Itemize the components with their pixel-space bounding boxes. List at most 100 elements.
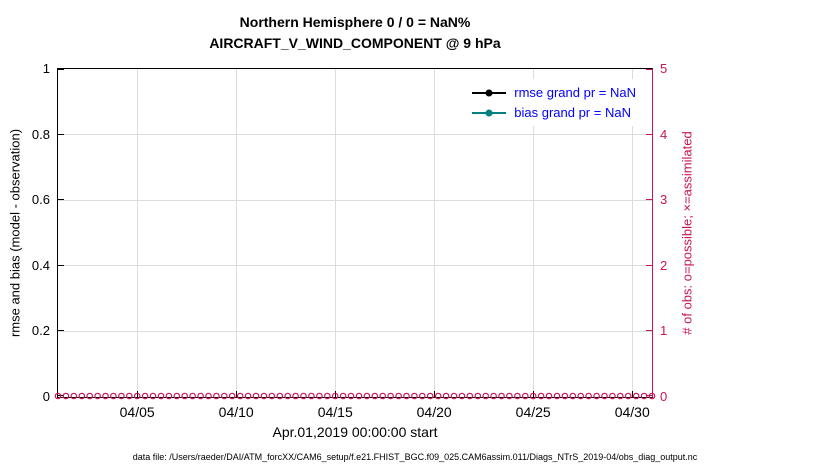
possible-obs-marker	[593, 392, 600, 400]
possible-obs-marker	[133, 392, 141, 400]
possible-obs-marker	[474, 392, 482, 400]
possible-obs-marker	[553, 392, 561, 400]
chart-titles: Northern Hemisphere 0 / 0 = NaN% AIRCRAF…	[57, 14, 653, 51]
possible-obs-marker	[189, 392, 196, 400]
left-axis-tick-label: 0.6	[31, 192, 50, 208]
right-tick-mark	[646, 264, 652, 266]
possible-obs-marker	[347, 392, 355, 400]
legend: rmse grand pr = NaN bias grand pr = NaN	[468, 79, 640, 126]
possible-obs-marker	[292, 392, 299, 400]
possible-obs-marker	[94, 392, 101, 400]
possible-obs-marker	[244, 392, 252, 400]
right-axis-tick-label: 3	[660, 192, 668, 208]
possible-obs-marker	[466, 392, 474, 400]
possible-obs-marker	[157, 392, 165, 400]
possible-obs-marker	[339, 392, 347, 400]
possible-obs-marker	[221, 392, 228, 400]
possible-obs-marker	[149, 392, 157, 400]
possible-obs-marker	[323, 392, 331, 400]
possible-obs-marker	[498, 392, 505, 400]
legend-label-bias: bias grand pr = NaN	[514, 105, 631, 120]
chart-title: Northern Hemisphere 0 / 0 = NaN%	[239, 14, 471, 30]
rmse-line-sample	[472, 89, 507, 96]
possible-obs-marker	[165, 392, 173, 400]
bias-line-sample	[472, 109, 507, 116]
possible-obs-marker	[426, 392, 434, 400]
possible-obs-marker	[624, 392, 632, 400]
legend-label-rmse: rmse grand pr = NaN	[514, 85, 636, 100]
possible-obs-marker	[118, 392, 125, 400]
possible-obs-marker	[276, 392, 284, 400]
x-axis-label: Apr.01,2019 00:00:00 start	[272, 424, 438, 440]
right-axis-tick-label: 0	[660, 389, 668, 404]
x-axis-tick-label: 04/10	[218, 404, 254, 420]
possible-obs-marker	[490, 392, 497, 400]
left-tick-mark	[58, 133, 64, 135]
possible-obs-marker	[418, 392, 426, 400]
rmse-dot-icon	[485, 89, 493, 96]
possible-obs-marker	[54, 392, 62, 400]
left-axis-tick-label: 0	[42, 389, 50, 404]
right-axis-tick-label: 5	[660, 61, 668, 76]
gridline-horizontal	[58, 134, 652, 136]
possible-obs-marker	[316, 392, 323, 400]
possible-obs-marker	[205, 392, 212, 400]
possible-obs-marker	[514, 392, 521, 400]
possible-obs-marker	[506, 392, 513, 400]
possible-obs-marker	[260, 392, 268, 400]
possible-obs-marker	[197, 392, 204, 400]
possible-obs-marker	[213, 392, 220, 400]
possible-obs-marker	[181, 392, 189, 400]
bottom-tick-mark	[433, 391, 435, 397]
data-file-caption: data file: /Users/raeder/DAI/ATM_forcXX/…	[132, 452, 698, 462]
possible-obs-marker	[126, 392, 133, 400]
possible-obs-marker	[545, 392, 553, 400]
possible-obs-marker	[300, 392, 307, 400]
possible-obs-marker	[363, 392, 371, 400]
right-axis-tick-label: 1	[660, 323, 668, 339]
possible-obs-marker	[110, 392, 117, 400]
possible-obs-marker	[648, 392, 656, 400]
gridline-vertical	[136, 69, 138, 397]
gridline-vertical	[433, 69, 435, 397]
bottom-tick-mark	[334, 391, 336, 397]
possible-obs-marker	[616, 392, 624, 400]
possible-obs-marker	[86, 392, 94, 400]
legend-entry-bias: bias grand pr = NaN	[472, 104, 636, 121]
possible-obs-markers	[54, 392, 656, 400]
possible-obs-marker	[62, 392, 70, 400]
gridline-vertical	[235, 69, 237, 397]
possible-obs-marker	[632, 392, 640, 400]
left-axis-tick-label: 0.4	[31, 257, 50, 273]
possible-obs-marker	[482, 392, 490, 400]
possible-obs-marker	[371, 392, 379, 400]
possible-obs-marker	[236, 392, 244, 400]
possible-obs-marker	[442, 392, 450, 400]
possible-obs-marker	[561, 392, 569, 400]
possible-obs-marker	[521, 392, 529, 400]
gridline-horizontal	[58, 330, 652, 332]
possible-obs-marker	[395, 392, 402, 400]
possible-obs-marker	[252, 392, 260, 400]
left-axis-label: rmse and bias (model - observation)	[7, 128, 23, 338]
left-axis-tick-label: 0.8	[31, 126, 50, 142]
possible-obs-marker	[411, 392, 418, 400]
possible-obs-marker	[141, 392, 149, 400]
left-axis-tick-label: 1	[42, 61, 50, 76]
possible-obs-marker	[601, 392, 608, 400]
possible-obs-marker	[569, 392, 577, 400]
left-tick-mark	[58, 264, 64, 266]
x-axis-tick-label: 04/30	[614, 404, 650, 420]
right-axis-tick-label: 4	[660, 126, 668, 142]
gridline-vertical	[334, 69, 336, 397]
possible-obs-marker	[355, 392, 363, 400]
left-axis-tick-label: 0.2	[31, 323, 50, 339]
possible-obs-marker	[585, 392, 592, 400]
possible-obs-marker	[268, 392, 276, 400]
right-tick-mark	[646, 199, 652, 201]
bottom-tick-mark	[631, 391, 633, 397]
legend-entry-rmse: rmse grand pr = NaN	[472, 84, 636, 101]
bottom-tick-mark	[235, 391, 237, 397]
gridline-vertical	[532, 69, 534, 397]
possible-obs-marker	[609, 392, 616, 400]
